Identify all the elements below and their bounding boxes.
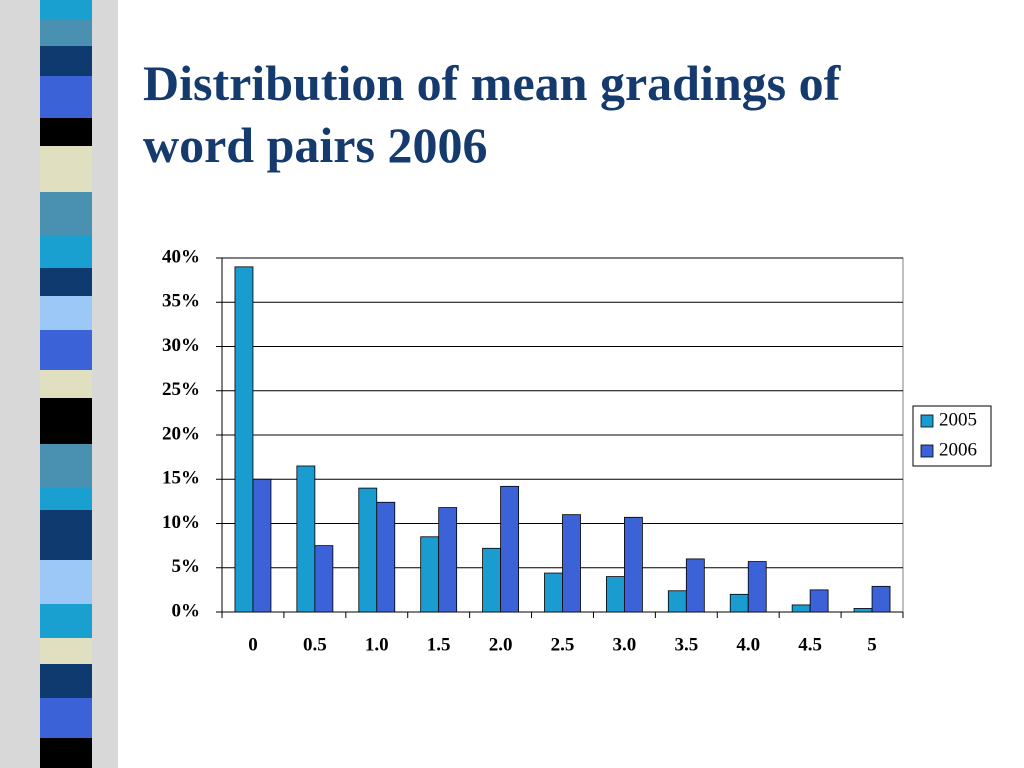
bar [500, 485, 519, 613]
x-tick-label: 1.0 [365, 634, 389, 655]
bar [871, 585, 891, 613]
y-tick-label: 30% [162, 335, 200, 356]
bar [296, 465, 316, 613]
bar [809, 589, 829, 613]
bar [685, 558, 705, 613]
y-tick-label: 10% [162, 512, 200, 533]
x-tick-label: 0.5 [303, 634, 327, 655]
y-tick-label: 0% [172, 600, 201, 621]
y-tick-label: 40% [162, 246, 200, 267]
x-tick-label: 2.5 [551, 634, 575, 655]
bar [358, 487, 378, 613]
bar [420, 536, 440, 613]
legend-label: 2006 [939, 439, 977, 460]
bar [562, 514, 581, 613]
bar [234, 266, 254, 613]
bar [791, 604, 811, 613]
legend-label: 2005 [939, 409, 977, 430]
y-tick-label: 25% [162, 379, 200, 400]
bar [624, 516, 643, 613]
y-tick-label: 35% [162, 291, 200, 312]
bar [606, 576, 625, 613]
legend-swatch [920, 444, 934, 458]
y-tick-label: 5% [172, 556, 201, 577]
x-tick-label: 4.0 [736, 634, 760, 655]
y-tick-label: 20% [162, 423, 200, 444]
y-tick-label: 15% [162, 468, 200, 489]
bar [747, 561, 767, 613]
bar [438, 507, 458, 613]
bar [853, 608, 873, 613]
bar [314, 545, 334, 613]
x-tick-label: 0 [248, 634, 258, 655]
bar [376, 501, 396, 613]
x-tick-label: 3.0 [613, 634, 637, 655]
bar [667, 590, 687, 613]
legend-swatch [920, 414, 934, 428]
x-tick-label: 1.5 [427, 634, 451, 655]
x-tick-label: 2.0 [489, 634, 513, 655]
decorative-strip [0, 0, 118, 768]
title: Distribution of mean gradings of word pa… [143, 55, 841, 173]
x-tick-label: 3.5 [674, 634, 698, 655]
bar [482, 547, 501, 613]
bar [729, 593, 749, 613]
x-tick-label: 5 [867, 634, 877, 655]
bar [544, 572, 563, 613]
x-tick-label: 4.5 [798, 634, 822, 655]
bar [252, 478, 272, 613]
